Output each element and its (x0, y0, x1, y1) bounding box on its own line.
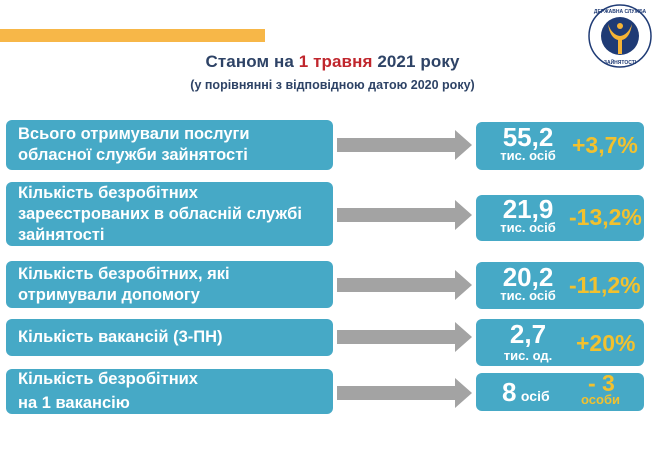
page-title: Станом на 1 травня 2021 року (205, 52, 460, 71)
stat-value-box-services: 55,2 тис. осіб +3,7% (476, 122, 644, 170)
svg-text:ЗАЙНЯТОСТІ: ЗАЙНЯТОСТІ (604, 58, 637, 66)
stat-label-registered-unemployed: Кількість безробітних зареєстрованих в об… (6, 182, 333, 246)
stat-value-box-unemployed-per-vacancy: 8 осіб - 3 особи (476, 370, 644, 411)
change-badge: - 3 (588, 370, 615, 396)
change-badge: -11,2% (569, 272, 641, 298)
stat-label-services: Всього отримували послуги обласної служби… (6, 120, 333, 170)
employment-service-logo-icon: ДЕРЖАВНА СЛУЖБА ЗАЙНЯТОСТІ (588, 4, 652, 68)
svg-text:ДЕРЖАВНА СЛУЖБА: ДЕРЖАВНА СЛУЖБА (594, 9, 647, 15)
arrow-right-icon (337, 378, 472, 408)
arrow-right-icon (337, 130, 472, 160)
stat-value-box-benefit-recipients: 20,2 тис. осіб -11,2% (476, 262, 644, 309)
stat-label-benefit-recipients: Кількість безробітних, які отримували доп… (6, 261, 333, 308)
stat-label-unemployed-per-vacancy: Кількість безробітних на 1 вакансію (6, 369, 333, 414)
title-date-highlight: 1 травня (298, 52, 373, 71)
change-badge: -13,2% (569, 204, 642, 230)
stat-value-box-registered-unemployed: 21,9 тис. осіб -13,2% (476, 195, 644, 241)
arrow-right-icon (337, 270, 472, 300)
change-badge: +20% (576, 330, 636, 356)
page-subtitle: (у порівнянні з відповідною датою 2020 р… (190, 78, 475, 92)
accent-bar (0, 29, 265, 42)
stat-label-vacancies: Кількість вакансій (3-ПН) (6, 319, 333, 356)
change-badge: +3,7% (572, 132, 638, 158)
arrow-right-icon (337, 322, 472, 352)
arrow-right-icon (337, 200, 472, 230)
stat-value-box-vacancies: 2,7 тис. од. +20% (476, 319, 644, 366)
change-unit: особи (581, 392, 620, 407)
